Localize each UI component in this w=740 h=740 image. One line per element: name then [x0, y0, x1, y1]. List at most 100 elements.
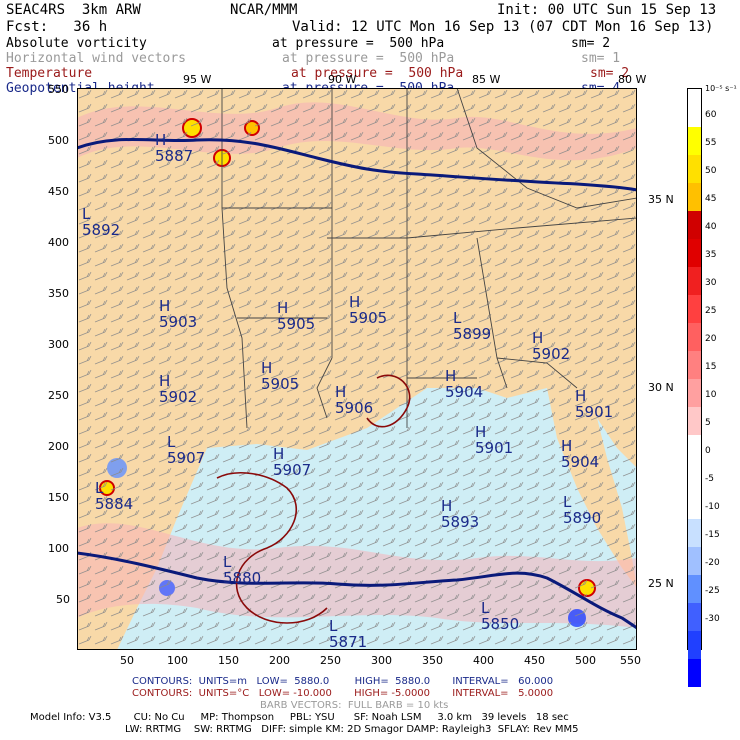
lon-label: 95 W — [183, 73, 212, 86]
model-title: SEAC4RS 3km ARW — [6, 2, 141, 18]
colorbar-swatch — [688, 603, 701, 631]
colorbar-swatch — [688, 239, 701, 267]
pressure-center: L 5884 — [95, 479, 134, 513]
colorbar-level-label: 55 — [705, 138, 717, 148]
colorbar-swatch — [688, 211, 701, 239]
colorbar-level-label: 35 — [705, 250, 717, 260]
field-wind-level: at pressure = 500 hPa — [282, 51, 455, 66]
colorbar-swatch — [688, 575, 701, 603]
pressure-center: L 5880 — [223, 553, 262, 587]
field-temp-level: at pressure = 500 hPa — [291, 66, 464, 81]
colorbar-unit: 10⁻⁵ s⁻¹ — [705, 84, 737, 93]
height-contour-south — [77, 551, 637, 630]
colorbar-swatch — [688, 127, 701, 155]
colorbar-swatch — [688, 491, 701, 519]
x-tick: 450 — [524, 654, 545, 667]
colorbar-level-label: 5 — [705, 418, 711, 428]
lon-label: 90 W — [328, 73, 357, 86]
colorbar-swatch — [688, 379, 701, 407]
colorbar-level-label: 15 — [705, 362, 717, 372]
colorbar-swatch — [688, 323, 701, 351]
lat-label: 35 N — [648, 193, 674, 206]
valid-time: Valid: 12 UTC Mon 16 Sep 13 (07 CDT Mon … — [292, 19, 714, 35]
colorbar-swatch — [688, 463, 701, 491]
pressure-center: H 5887 — [155, 131, 194, 165]
colorbar-swatch — [688, 155, 701, 183]
field-wind-name: Horizontal wind vectors — [6, 51, 187, 66]
pressure-center: H 5903 — [159, 297, 198, 331]
pressure-center: H 5905 — [277, 299, 316, 333]
field-vorticity-name: Absolute vorticity — [6, 36, 147, 51]
y-tick: 50 — [56, 593, 70, 606]
pressure-center: L 5871 — [329, 617, 368, 651]
colorbar-swatch — [688, 547, 701, 575]
colorbar-swatch — [688, 435, 701, 463]
pressure-center: H 5905 — [349, 293, 388, 327]
colorbar-level-label: -15 — [705, 530, 720, 540]
colorbar-level-label: -20 — [705, 558, 720, 568]
field-wind-sm: sm= 1 — [581, 51, 621, 66]
y-tick: 400 — [48, 236, 69, 249]
colorbar-level-label: 60 — [705, 110, 717, 120]
y-tick: 550 — [48, 83, 69, 96]
height-contour-north — [77, 138, 637, 192]
field-vorticity-level: at pressure = 500 hPa — [272, 36, 445, 51]
pressure-center: L 5850 — [481, 599, 520, 633]
x-tick: 350 — [422, 654, 443, 667]
colorbar-level-label: -5 — [705, 474, 714, 484]
colorbar-level-label: -25 — [705, 586, 720, 596]
colorbar-level-label: 50 — [705, 166, 717, 176]
colorbar-swatch — [688, 659, 701, 687]
colorbar-swatch — [688, 631, 701, 659]
pressure-center: H 5902 — [532, 329, 571, 363]
field-temp-name: Temperature — [6, 66, 93, 81]
y-tick: 250 — [48, 389, 69, 402]
pressure-center: H 5904 — [561, 437, 600, 471]
colorbar-swatch — [688, 267, 701, 295]
y-tick: 300 — [48, 338, 69, 351]
field-temp-sm: sm= 2 — [590, 66, 630, 81]
footer-model-info: Model Info: V3.5 CU: No Cu MP: Thompson … — [30, 712, 569, 723]
center-title: NCAR/MMM — [230, 2, 298, 18]
pressure-center: H 5907 — [273, 445, 312, 479]
pressure-center: H 5901 — [575, 387, 614, 421]
colorbar-level-label: 25 — [705, 306, 717, 316]
pressure-center: L 5899 — [453, 309, 492, 343]
y-tick: 350 — [48, 287, 69, 300]
pressure-center: H 5905 — [261, 359, 300, 393]
lon-label: 85 W — [472, 73, 501, 86]
y-tick: 500 — [48, 134, 69, 147]
colorbar-swatch — [688, 351, 701, 379]
colorbar-level-label: 10 — [705, 390, 717, 400]
wind-barbs — [77, 88, 637, 650]
map-svg — [77, 88, 637, 650]
pressure-center: H 5906 — [335, 383, 374, 417]
footer-contours-temp: CONTOURS: UNITS=°C LOW= -10.000 HIGH= -5… — [132, 688, 554, 699]
colorbar-swatch — [688, 295, 701, 323]
x-tick: 100 — [167, 654, 188, 667]
colorbar-level-label: 0 — [705, 446, 711, 456]
pressure-center: H 5902 — [159, 372, 198, 406]
colorbar-level-label: -10 — [705, 502, 720, 512]
x-tick: 200 — [269, 654, 290, 667]
field-vorticity-sm: sm= 2 — [571, 36, 611, 51]
lat-label: 30 N — [648, 381, 674, 394]
y-tick: 100 — [48, 542, 69, 555]
pressure-center: L 5907 — [167, 433, 206, 467]
pressure-center: H 5904 — [445, 367, 484, 401]
y-tick: 450 — [48, 185, 69, 198]
init-time: Init: 00 UTC Sun 15 Sep 13 — [497, 2, 717, 18]
colorbar-swatch — [688, 183, 701, 211]
map-frame — [77, 88, 637, 650]
x-tick: 150 — [218, 654, 239, 667]
state-borders — [221, 88, 637, 429]
footer-contours-height: CONTOURS: UNITS=m LOW= 5880.0 HIGH= 5880… — [132, 676, 554, 687]
colorbar-level-label: 30 — [705, 278, 717, 288]
pressure-center: H 5901 — [475, 423, 514, 457]
map-panel: H 5887 L 5892 H 5903 H 5905 H 5905 L 5899 H 590… — [77, 88, 637, 650]
forecast-hour: Fcst: 36 h — [6, 19, 108, 35]
lat-label: 25 N — [648, 577, 674, 590]
y-tick: 150 — [48, 491, 69, 504]
x-tick: 300 — [371, 654, 392, 667]
colorbar-swatch — [688, 407, 701, 435]
